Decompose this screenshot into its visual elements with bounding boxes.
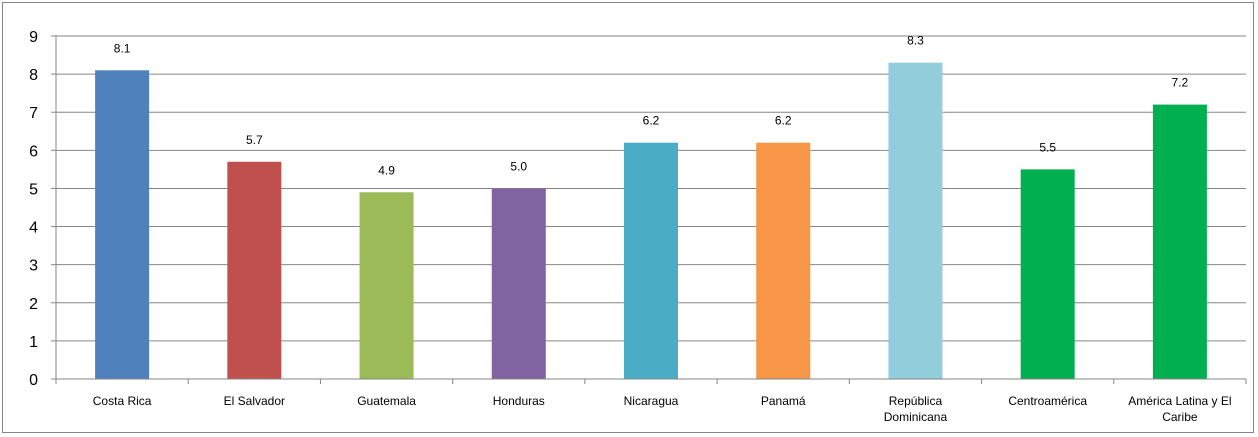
data-label: 5.5 bbox=[1039, 140, 1056, 154]
data-labels: 8.1 5.7 4.9 5.0 6.2 6.2 8.3 5.5 7.2 bbox=[114, 34, 1189, 178]
y-tick-label: 9 bbox=[29, 29, 38, 46]
bar-chart: 0 1 2 3 4 5 6 7 8 9 8.1 5.7 4.9 5.0 6.2 6.2 8.3 5.5 7.2 C… bbox=[29, 29, 1247, 424]
bar bbox=[359, 192, 414, 379]
x-tick-label: República Dominicana bbox=[884, 394, 948, 424]
data-label: 5.7 bbox=[246, 133, 263, 147]
y-tick-label: 1 bbox=[29, 334, 38, 351]
bar bbox=[95, 70, 150, 380]
bar bbox=[227, 161, 282, 379]
x-tick-label: América Latina y El Caribe bbox=[1128, 394, 1231, 424]
x-tick-label: Costa Rica bbox=[93, 394, 152, 408]
data-label: 7.2 bbox=[1172, 76, 1189, 90]
axes bbox=[55, 36, 1246, 380]
bar bbox=[888, 62, 943, 380]
y-tick-label: 6 bbox=[29, 143, 38, 160]
x-tick-label: Nicaragua bbox=[624, 394, 679, 408]
bar bbox=[756, 142, 811, 379]
data-label: 8.3 bbox=[907, 34, 924, 48]
x-axis-ticks: Costa Rica El Salvador Guatemala Honduras Ni… bbox=[55, 379, 1247, 424]
data-label: 8.1 bbox=[114, 41, 131, 55]
bar bbox=[1152, 104, 1207, 379]
x-tick-label: Honduras bbox=[493, 394, 545, 408]
y-tick-label: 7 bbox=[29, 105, 38, 122]
data-label: 6.2 bbox=[643, 114, 660, 128]
data-label: 6.2 bbox=[775, 114, 792, 128]
x-tick-label: Panamá bbox=[761, 394, 806, 408]
y-tick-label: 4 bbox=[29, 220, 38, 237]
x-tick-label: Centroamérica bbox=[1008, 394, 1087, 408]
x-tick-label: Guatemala bbox=[357, 394, 416, 408]
y-tick-label: 5 bbox=[29, 181, 38, 198]
y-tick-label: 2 bbox=[29, 296, 38, 313]
data-label: 5.0 bbox=[510, 159, 527, 173]
x-tick-label: El Salvador bbox=[224, 394, 285, 408]
data-label: 4.9 bbox=[378, 163, 395, 177]
bar bbox=[1020, 169, 1075, 379]
y-tick-label: 3 bbox=[29, 258, 38, 275]
bar bbox=[491, 188, 546, 379]
y-tick-label: 0 bbox=[29, 372, 38, 389]
bars bbox=[95, 62, 1207, 380]
y-tick-label: 8 bbox=[29, 67, 38, 84]
bar bbox=[624, 142, 678, 379]
y-axis-ticks: 0 1 2 3 4 5 6 7 8 9 bbox=[29, 29, 56, 389]
